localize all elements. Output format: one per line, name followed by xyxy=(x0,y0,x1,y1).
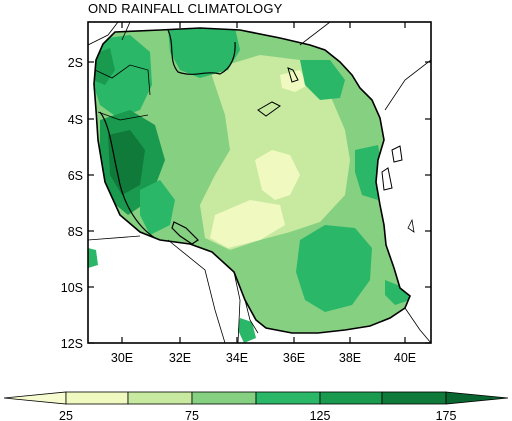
lon-label-34e: 34E xyxy=(226,351,248,365)
colorbar xyxy=(3,391,509,405)
lon-label-40e: 40E xyxy=(394,351,416,365)
lat-label-10s: 10S xyxy=(61,281,83,295)
map-frame xyxy=(87,21,432,344)
lat-label-2s: 2S xyxy=(68,56,83,70)
colorbar-label-75: 75 xyxy=(185,409,199,421)
colorbar-end-low xyxy=(3,391,67,405)
lat-label-4s: 4S xyxy=(68,113,83,127)
lat-label-6s: 6S xyxy=(68,169,83,183)
colorbar-label-175: 175 xyxy=(436,409,457,421)
lat-label-12s: 12S xyxy=(61,337,83,351)
map-title: OND RAINFALL CLIMATOLOGY xyxy=(88,1,283,16)
lon-label-30e: 30E xyxy=(111,351,133,365)
rainfall-fill xyxy=(94,28,410,333)
country-borders xyxy=(88,22,431,343)
lon-label-32e: 32E xyxy=(169,351,191,365)
colorbar-segment xyxy=(381,391,447,405)
colorbar-end-high xyxy=(445,391,509,405)
colorbar-segment xyxy=(127,391,193,405)
lon-ticks xyxy=(121,22,406,343)
colorbar-label-125: 125 xyxy=(310,409,331,421)
colorbar-segment xyxy=(191,391,257,405)
colorbar-segment xyxy=(255,391,321,405)
lon-label-36e: 36E xyxy=(283,351,305,365)
lon-label-38e: 38E xyxy=(339,351,361,365)
colorbar-segment xyxy=(319,391,383,405)
colorbar-label-25: 25 xyxy=(59,409,73,421)
colorbar-segment xyxy=(65,391,129,405)
lat-ticks xyxy=(88,61,431,344)
lat-label-8s: 8S xyxy=(68,225,83,239)
